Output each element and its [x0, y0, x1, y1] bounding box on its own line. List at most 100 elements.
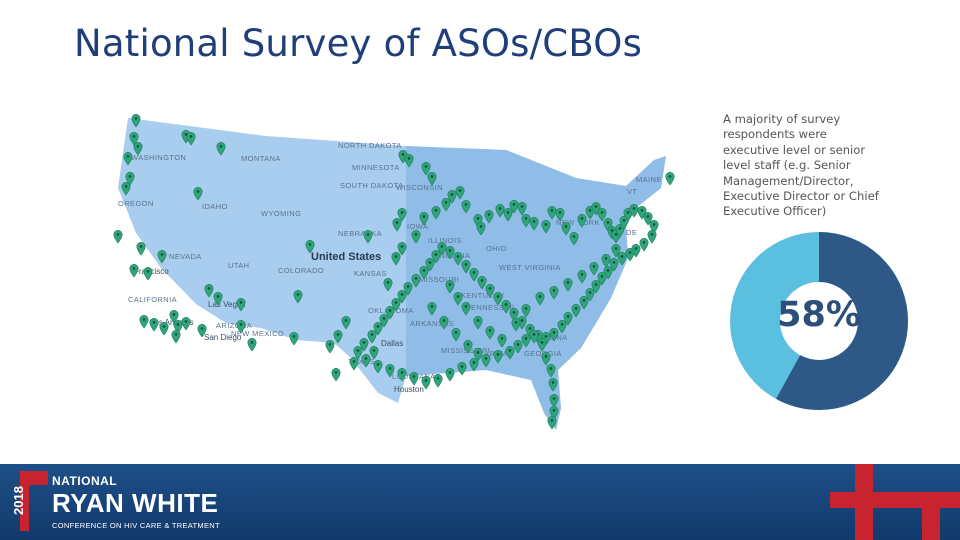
location-pin-icon[interactable] [619, 216, 629, 230]
location-pin-icon[interactable] [369, 346, 379, 360]
location-pin-icon[interactable] [293, 290, 303, 304]
location-pin-icon[interactable] [495, 204, 505, 218]
location-pin-icon[interactable] [173, 320, 183, 334]
location-pin-icon[interactable] [125, 172, 135, 186]
location-pin-icon[interactable] [485, 326, 495, 340]
location-pin-icon[interactable] [445, 246, 455, 260]
location-pin-icon[interactable] [123, 152, 133, 166]
location-pin-icon[interactable] [383, 278, 393, 292]
location-pin-icon[interactable] [433, 374, 443, 388]
location-pin-icon[interactable] [197, 324, 207, 338]
location-pin-icon[interactable] [571, 304, 581, 318]
location-pin-icon[interactable] [391, 252, 401, 266]
location-pin-icon[interactable] [121, 182, 131, 196]
location-pin-icon[interactable] [157, 250, 167, 264]
location-pin-icon[interactable] [131, 114, 141, 128]
location-pin-icon[interactable] [611, 244, 621, 258]
location-pin-icon[interactable] [421, 162, 431, 176]
location-pin-icon[interactable] [509, 200, 519, 214]
location-pin-icon[interactable] [577, 270, 587, 284]
location-pin-icon[interactable] [216, 142, 226, 156]
location-pin-icon[interactable] [427, 302, 437, 316]
location-pin-icon[interactable] [247, 338, 257, 352]
location-pin-icon[interactable] [649, 220, 659, 234]
location-pin-icon[interactable] [171, 330, 181, 344]
location-pin-icon[interactable] [409, 372, 419, 386]
location-pin-icon[interactable] [331, 368, 341, 382]
location-pin-icon[interactable] [455, 186, 465, 200]
location-pin-icon[interactable] [461, 200, 471, 214]
location-pin-icon[interactable] [441, 198, 451, 212]
location-pin-icon[interactable] [497, 334, 507, 348]
location-pin-icon[interactable] [647, 230, 657, 244]
location-pin-icon[interactable] [445, 280, 455, 294]
location-pin-icon[interactable] [411, 274, 421, 288]
location-pin-icon[interactable] [547, 206, 557, 220]
location-pin-icon[interactable] [113, 230, 123, 244]
location-pin-icon[interactable] [521, 304, 531, 318]
location-pin-icon[interactable] [665, 172, 675, 186]
location-pin-icon[interactable] [529, 330, 539, 344]
location-pin-icon[interactable] [236, 320, 246, 334]
location-pin-icon[interactable] [537, 338, 547, 352]
location-pin-icon[interactable] [503, 208, 513, 222]
location-pin-icon[interactable] [349, 357, 359, 371]
location-pin-icon[interactable] [289, 332, 299, 346]
location-pin-icon[interactable] [511, 318, 521, 332]
location-pin-icon[interactable] [421, 376, 431, 390]
location-pin-icon[interactable] [484, 210, 494, 224]
location-pin-icon[interactable] [385, 306, 395, 320]
location-pin-icon[interactable] [639, 238, 649, 252]
location-pin-icon[interactable] [643, 212, 653, 226]
location-pin-icon[interactable] [353, 346, 363, 360]
location-pin-icon[interactable] [585, 288, 595, 302]
location-pin-icon[interactable] [305, 240, 315, 254]
location-pin-icon[interactable] [236, 298, 246, 312]
location-pin-icon[interactable] [585, 206, 595, 220]
location-pin-icon[interactable] [431, 250, 441, 264]
location-pin-icon[interactable] [341, 316, 351, 330]
location-pin-icon[interactable] [411, 230, 421, 244]
location-pin-icon[interactable] [373, 360, 383, 374]
location-pin-icon[interactable] [397, 208, 407, 222]
location-pin-icon[interactable] [493, 350, 503, 364]
location-pin-icon[interactable] [517, 202, 527, 216]
location-pin-icon[interactable] [136, 242, 146, 256]
location-pin-icon[interactable] [403, 282, 413, 296]
location-pin-icon[interactable] [513, 340, 523, 354]
location-pin-icon[interactable] [392, 218, 402, 232]
location-pin-icon[interactable] [555, 208, 565, 222]
location-pin-icon[interactable] [143, 267, 153, 281]
location-pin-icon[interactable] [181, 317, 191, 331]
location-pin-icon[interactable] [379, 314, 389, 328]
location-pin-icon[interactable] [129, 132, 139, 146]
location-pin-icon[interactable] [597, 272, 607, 286]
location-pin-icon[interactable] [477, 276, 487, 290]
location-pin-icon[interactable] [625, 248, 635, 262]
location-pin-icon[interactable] [193, 187, 203, 201]
location-pin-icon[interactable] [453, 292, 463, 306]
location-pin-icon[interactable] [461, 302, 471, 316]
location-pin-icon[interactable] [385, 364, 395, 378]
location-pin-icon[interactable] [549, 286, 559, 300]
location-pin-icon[interactable] [563, 278, 573, 292]
location-pin-icon[interactable] [204, 284, 214, 298]
location-pin-icon[interactable] [535, 292, 545, 306]
location-pin-icon[interactable] [615, 224, 625, 238]
location-pin-icon[interactable] [577, 214, 587, 228]
location-pin-icon[interactable] [129, 264, 139, 278]
location-pin-icon[interactable] [404, 154, 414, 168]
location-pin-icon[interactable] [447, 190, 457, 204]
location-pin-icon[interactable] [213, 292, 223, 306]
location-pin-icon[interactable] [591, 280, 601, 294]
location-pin-icon[interactable] [623, 208, 633, 222]
location-pin-icon[interactable] [473, 348, 483, 362]
location-pin-icon[interactable] [363, 230, 373, 244]
location-pin-icon[interactable] [548, 378, 558, 392]
location-pin-icon[interactable] [485, 284, 495, 298]
location-pin-icon[interactable] [457, 362, 467, 376]
location-pin-icon[interactable] [597, 208, 607, 222]
location-pin-icon[interactable] [397, 290, 407, 304]
location-pin-icon[interactable] [391, 298, 401, 312]
location-pin-icon[interactable] [133, 142, 143, 156]
